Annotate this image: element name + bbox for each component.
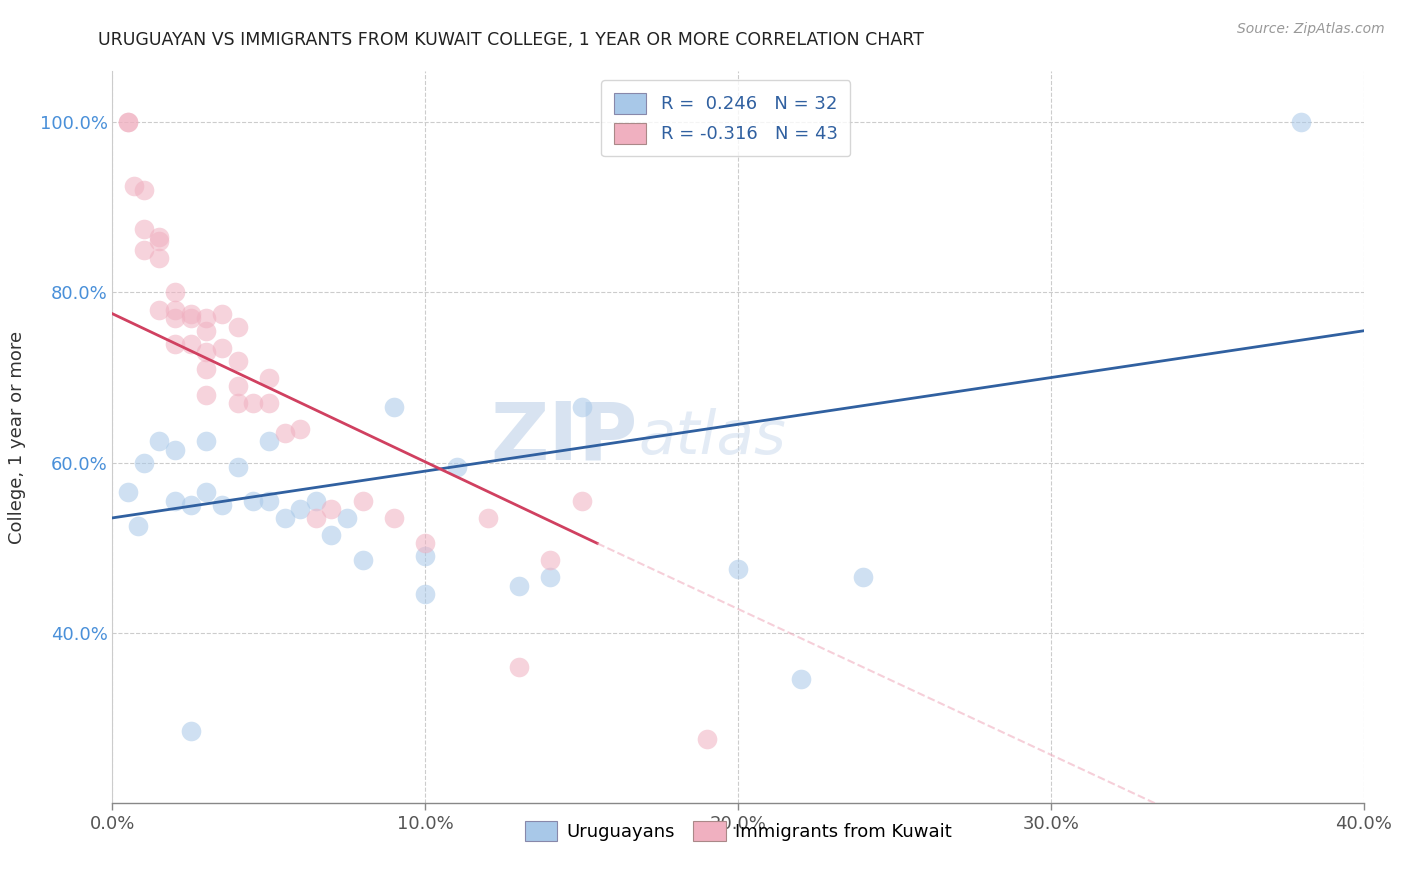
Point [508,579,530,593]
Point [790,673,813,687]
Point [540,570,562,584]
Point [132,183,155,197]
Point [290,502,312,516]
Point [571,401,593,415]
Point [415,549,437,563]
Point [148,230,170,244]
Point [508,659,530,673]
Point [195,362,218,376]
Point [336,511,359,525]
Point [163,311,186,326]
Point [1291,115,1313,129]
Point [117,115,139,129]
Point [195,387,218,401]
Point [290,421,312,435]
Point [180,336,202,351]
Point [273,511,295,525]
Text: ZIP: ZIP [491,398,638,476]
Point [415,587,437,601]
Point [273,425,295,440]
Point [242,396,264,410]
Point [571,494,593,508]
Point [352,494,374,508]
Text: atlas: atlas [638,408,786,467]
Point [195,324,218,338]
Point [180,498,202,512]
Point [696,731,718,746]
Point [132,221,155,235]
Point [852,570,875,584]
Point [305,494,328,508]
Point [195,485,218,500]
Y-axis label: College, 1 year or more: College, 1 year or more [7,331,25,543]
Point [352,553,374,567]
Point [226,319,249,334]
Point [382,401,405,415]
Point [211,498,233,512]
Point [195,434,218,449]
Point [257,396,280,410]
Point [180,311,202,326]
Point [117,485,139,500]
Point [124,179,146,194]
Point [195,311,218,326]
Point [195,345,218,359]
Point [163,336,186,351]
Point [163,442,186,457]
Point [211,341,233,355]
Point [257,434,280,449]
Point [727,562,749,576]
Point [148,434,170,449]
Point [148,302,170,317]
Point [148,235,170,249]
Point [163,494,186,508]
Point [242,494,264,508]
Legend: Uruguayans, Immigrants from Kuwait: Uruguayans, Immigrants from Kuwait [517,814,959,848]
Point [321,502,343,516]
Point [163,302,186,317]
Point [382,511,405,525]
Point [132,456,155,470]
Point [226,379,249,393]
Text: Source: ZipAtlas.com: Source: ZipAtlas.com [1237,22,1385,37]
Point [540,553,562,567]
Text: URUGUAYAN VS IMMIGRANTS FROM KUWAIT COLLEGE, 1 YEAR OR MORE CORRELATION CHART: URUGUAYAN VS IMMIGRANTS FROM KUWAIT COLL… [98,31,924,49]
Point [180,723,202,738]
Point [180,307,202,321]
Point [226,353,249,368]
Point [148,252,170,266]
Point [211,307,233,321]
Point [257,370,280,384]
Point [305,511,328,525]
Point [415,536,437,550]
Point [132,243,155,257]
Point [321,528,343,542]
Point [127,519,149,533]
Point [226,396,249,410]
Point [226,459,249,474]
Point [257,494,280,508]
Point [163,285,186,300]
Point [477,511,499,525]
Point [117,115,139,129]
Point [446,459,468,474]
